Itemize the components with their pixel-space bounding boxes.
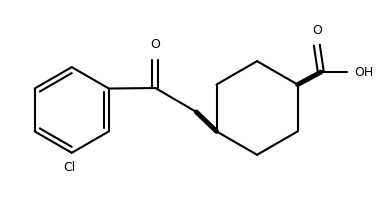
Text: O: O [150, 38, 160, 51]
Text: O: O [312, 24, 322, 37]
Text: Cl: Cl [64, 161, 76, 174]
Text: OH: OH [355, 66, 374, 79]
